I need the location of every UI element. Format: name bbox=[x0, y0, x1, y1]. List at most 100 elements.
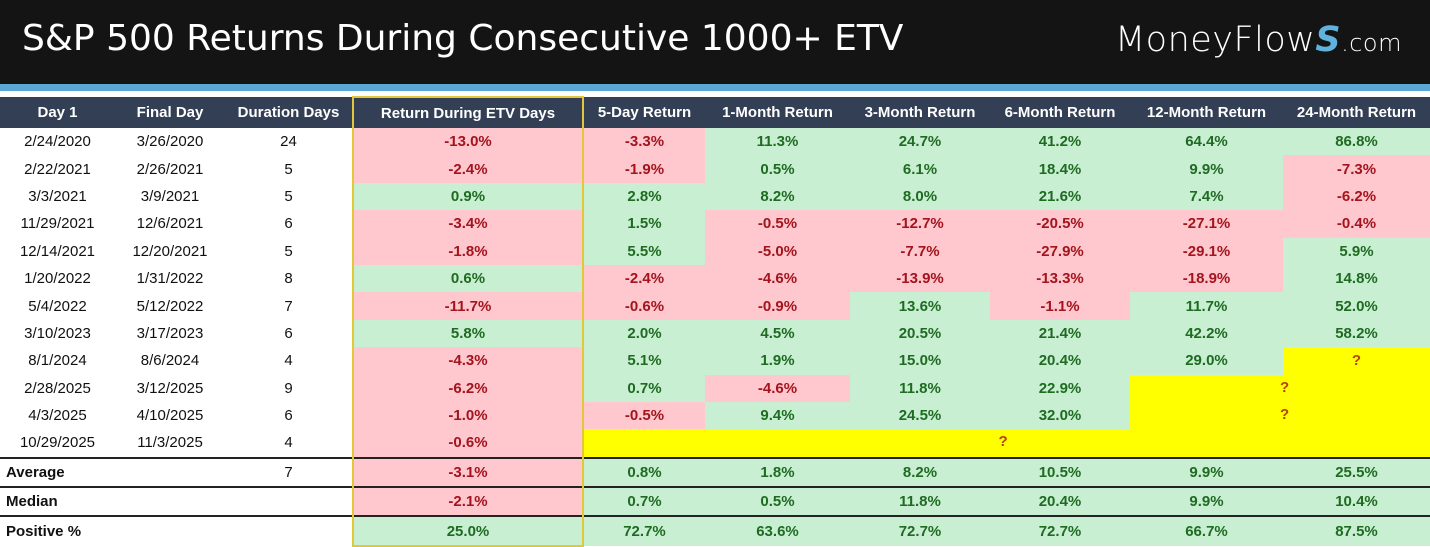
table-row: 2/22/2021 2/26/2021 5 -2.4% -1.9% 0.5% 6.1% 18.… bbox=[0, 155, 1430, 183]
return-cell: 14.8% bbox=[1283, 264, 1430, 293]
final-day-cell: 11/3/2025 bbox=[115, 429, 225, 458]
return-cell: 20.5% bbox=[850, 319, 990, 348]
return-cell: -0.9% bbox=[705, 292, 850, 320]
etv-return-cell: -2.4% bbox=[352, 155, 584, 183]
summary-row: Average 7 -3.1% 0.8% 1.8% 8.2% 10.5% 9.9% 25.5% bbox=[0, 456, 1430, 488]
return-cell: -18.9% bbox=[1130, 264, 1283, 293]
table-row: 10/29/2025 11/3/2025 4 -0.6%? bbox=[0, 429, 1430, 458]
duration-cell: 5 bbox=[225, 182, 353, 211]
day1-cell: 1/20/2022 bbox=[0, 264, 115, 293]
summary-value: 11.8% bbox=[850, 486, 990, 517]
summary-value: 0.8% bbox=[583, 456, 705, 488]
return-cell: 0.7% bbox=[583, 374, 705, 402]
pending-cell: ? bbox=[1130, 401, 1430, 430]
duration-cell: 5 bbox=[225, 155, 353, 183]
return-cell: -2.4% bbox=[583, 264, 705, 293]
return-cell: -7.7% bbox=[850, 237, 990, 265]
final-day-cell: 4/10/2025 bbox=[115, 401, 225, 430]
summary-value: 72.7% bbox=[583, 515, 705, 546]
duration-cell: 6 bbox=[225, 319, 353, 348]
etv-return-cell: -1.8% bbox=[352, 237, 584, 265]
day1-cell: 3/10/2023 bbox=[0, 319, 115, 348]
final-day-cell: 12/6/2021 bbox=[115, 210, 225, 238]
return-cell: 42.2% bbox=[1130, 319, 1283, 348]
summary-value: 25.5% bbox=[1283, 456, 1430, 488]
table-row: 12/14/2021 12/20/2021 5 -1.8% 5.5% -5.0% -7.7%… bbox=[0, 237, 1430, 265]
return-cell: -1.1% bbox=[990, 292, 1130, 320]
return-cell: -5.0% bbox=[705, 237, 850, 265]
final-day-cell: 1/31/2022 bbox=[115, 264, 225, 293]
pending-marker: ? bbox=[1280, 405, 1290, 423]
summary-value: 8.2% bbox=[850, 456, 990, 488]
table-row: 2/28/2025 3/12/2025 9 -6.2% 0.7% -4.6% 11.8% 22… bbox=[0, 374, 1430, 402]
summary-value: 20.4% bbox=[990, 486, 1130, 517]
column-header: 6-Month Return bbox=[990, 97, 1130, 128]
summary-value: 0.7% bbox=[583, 486, 705, 517]
pending-marker: ? bbox=[998, 433, 1008, 451]
title-bar: S&P 500 Returns During Consecutive 1000+… bbox=[0, 0, 1430, 84]
duration-cell: 4 bbox=[225, 347, 353, 375]
return-cell: -4.6% bbox=[705, 264, 850, 293]
return-cell: 5.1% bbox=[583, 347, 705, 375]
return-cell: 11.3% bbox=[705, 128, 850, 156]
final-day-cell: 5/12/2022 bbox=[115, 292, 225, 320]
table-row: 3/3/2021 3/9/2021 5 0.9% 2.8% 8.2% 8.0% 21.6% 7.… bbox=[0, 182, 1430, 211]
day1-cell: 10/29/2025 bbox=[0, 429, 115, 458]
return-cell: 6.1% bbox=[850, 155, 990, 183]
duration-cell: 24 bbox=[225, 128, 353, 156]
return-cell: 13.6% bbox=[850, 292, 990, 320]
final-day-cell: 3/17/2023 bbox=[115, 319, 225, 348]
summary-row: Median -2.1% 0.7% 0.5% 11.8% 20.4% 9.9% 10.4% bbox=[0, 486, 1430, 517]
etv-return-cell: -4.3% bbox=[352, 347, 584, 375]
return-cell: 52.0% bbox=[1283, 292, 1430, 320]
summary-label: Median bbox=[0, 486, 115, 517]
summary-value: 10.4% bbox=[1283, 486, 1430, 517]
return-cell: 41.2% bbox=[990, 128, 1130, 156]
return-cell: 2.0% bbox=[583, 319, 705, 348]
logo-text: MoneyFlow bbox=[1114, 20, 1316, 60]
etv-return-cell: 0.9% bbox=[352, 182, 584, 211]
final-day-cell: 8/6/2024 bbox=[115, 347, 225, 375]
final-day-cell: 3/26/2020 bbox=[115, 128, 225, 156]
column-header: Return During ETV Days bbox=[352, 96, 584, 128]
table-row: 11/29/2021 12/6/2021 6 -3.4% 1.5% -0.5% -12.7%… bbox=[0, 210, 1430, 238]
pending-cell: ? bbox=[583, 429, 1430, 458]
column-header: Duration Days bbox=[225, 97, 353, 128]
duration-cell: 4 bbox=[225, 429, 353, 458]
return-cell: 24.7% bbox=[850, 128, 990, 156]
summary-value: 72.7% bbox=[850, 515, 990, 546]
return-cell: -29.1% bbox=[1130, 237, 1283, 265]
day1-cell: 12/14/2021 bbox=[0, 237, 115, 265]
column-header: Final Day bbox=[115, 97, 225, 128]
day1-cell: 2/22/2021 bbox=[0, 155, 115, 183]
etv-return-cell: 5.8% bbox=[352, 319, 584, 348]
return-cell: 5.9% bbox=[1283, 237, 1430, 265]
summary-blank bbox=[115, 515, 225, 546]
return-cell: 21.6% bbox=[990, 182, 1130, 211]
return-cell: -0.4% bbox=[1283, 210, 1430, 238]
column-header: 3-Month Return bbox=[850, 97, 990, 128]
pending-cell: ? bbox=[1130, 374, 1430, 402]
return-cell: 2.8% bbox=[583, 182, 705, 211]
return-cell: -0.6% bbox=[583, 292, 705, 320]
day1-cell: 5/4/2022 bbox=[0, 292, 115, 320]
etv-return-cell: -0.6% bbox=[352, 429, 584, 458]
summary-duration bbox=[225, 486, 353, 517]
summary-duration bbox=[225, 515, 353, 546]
final-day-cell: 2/26/2021 bbox=[115, 155, 225, 183]
logo-s-mark: S bbox=[1315, 20, 1342, 60]
page-title: S&P 500 Returns During Consecutive 1000+… bbox=[22, 18, 904, 59]
return-cell: -0.5% bbox=[705, 210, 850, 238]
day1-cell: 4/3/2025 bbox=[0, 401, 115, 430]
pending-cell: ? bbox=[1283, 347, 1430, 375]
return-cell: 15.0% bbox=[850, 347, 990, 375]
column-header: 1-Month Return bbox=[705, 97, 850, 128]
duration-cell: 6 bbox=[225, 210, 353, 238]
summary-value: 63.6% bbox=[705, 515, 850, 546]
etv-return-cell: -3.4% bbox=[352, 210, 584, 238]
return-cell: 20.4% bbox=[990, 347, 1130, 375]
summary-label: Positive % bbox=[0, 515, 115, 546]
summary-value: 10.5% bbox=[990, 456, 1130, 488]
table-row: 2/24/2020 3/26/2020 24 -13.0% -3.3% 11.3% 24.7… bbox=[0, 128, 1430, 156]
etv-returns-table: Day 1 Final Day Duration Days Return During… bbox=[0, 96, 1430, 547]
